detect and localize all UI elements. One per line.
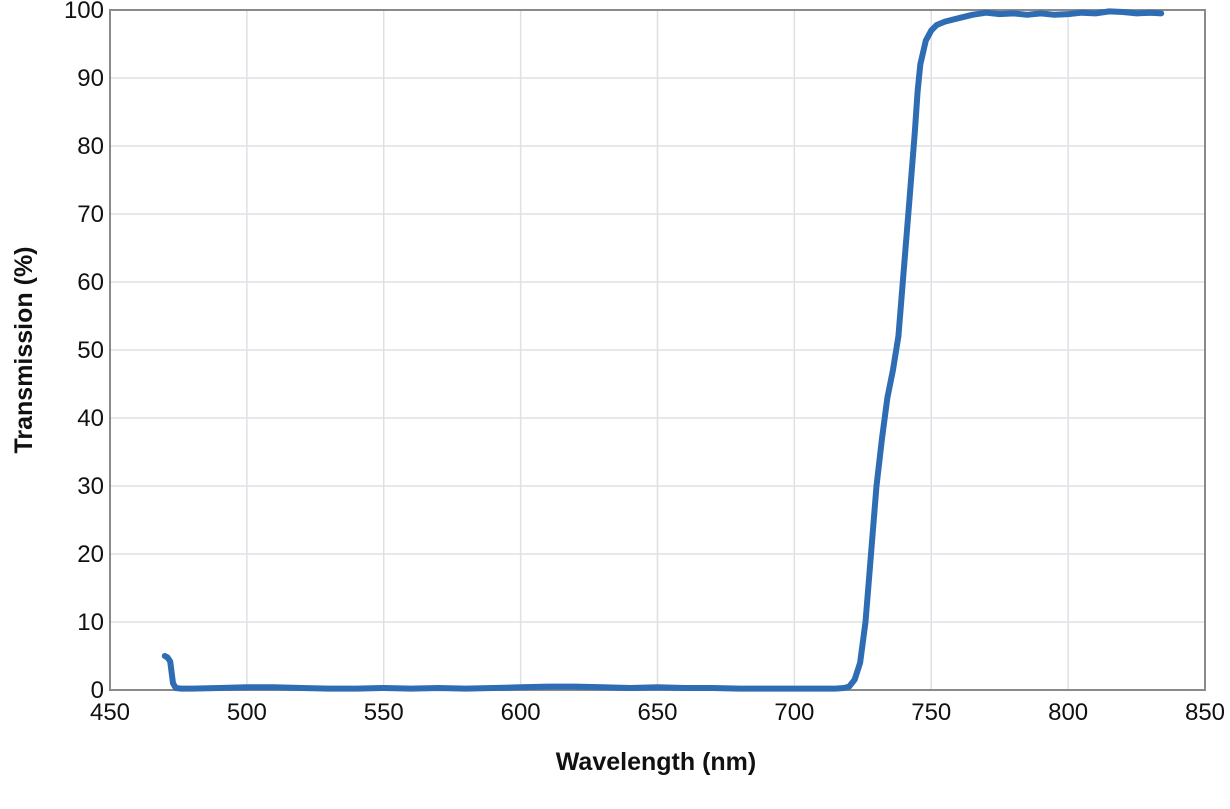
x-tick-label: 800 <box>1048 699 1088 726</box>
transmission-series-line <box>161 8 1165 692</box>
y-tick-label: 60 <box>77 269 104 296</box>
y-tick-label: 70 <box>77 201 104 228</box>
y-tick-label: 50 <box>77 337 104 364</box>
y-tick-label: 90 <box>77 65 104 92</box>
x-tick-label: 750 <box>911 699 951 726</box>
y-tick-label: 40 <box>77 405 104 432</box>
y-tick-label: 100 <box>64 0 104 24</box>
y-tick-label: 10 <box>77 609 104 636</box>
y-tick-label: 20 <box>77 541 104 568</box>
x-tick-label: 500 <box>227 699 267 726</box>
grid-lines <box>110 10 1205 690</box>
x-tick-label: 850 <box>1185 699 1225 726</box>
x-tick-label: 600 <box>501 699 541 726</box>
x-tick-label: 450 <box>90 699 130 726</box>
x-tick-label: 700 <box>774 699 814 726</box>
x-axis-title: Wavelength (nm) <box>556 748 756 776</box>
series-group <box>161 8 1165 692</box>
y-tick-labels: 0 10 20 30 40 50 60 70 80 90 100 <box>64 0 104 704</box>
y-tick-label: 0 <box>91 677 104 704</box>
y-axis-title: Transmission (%) <box>10 247 38 454</box>
x-tick-label: 650 <box>637 699 677 726</box>
x-tick-labels: 450 500 550 600 650 700 750 800 850 <box>90 699 1225 726</box>
y-tick-label: 80 <box>77 133 104 160</box>
x-tick-label: 550 <box>364 699 404 726</box>
y-tick-label: 30 <box>77 473 104 500</box>
